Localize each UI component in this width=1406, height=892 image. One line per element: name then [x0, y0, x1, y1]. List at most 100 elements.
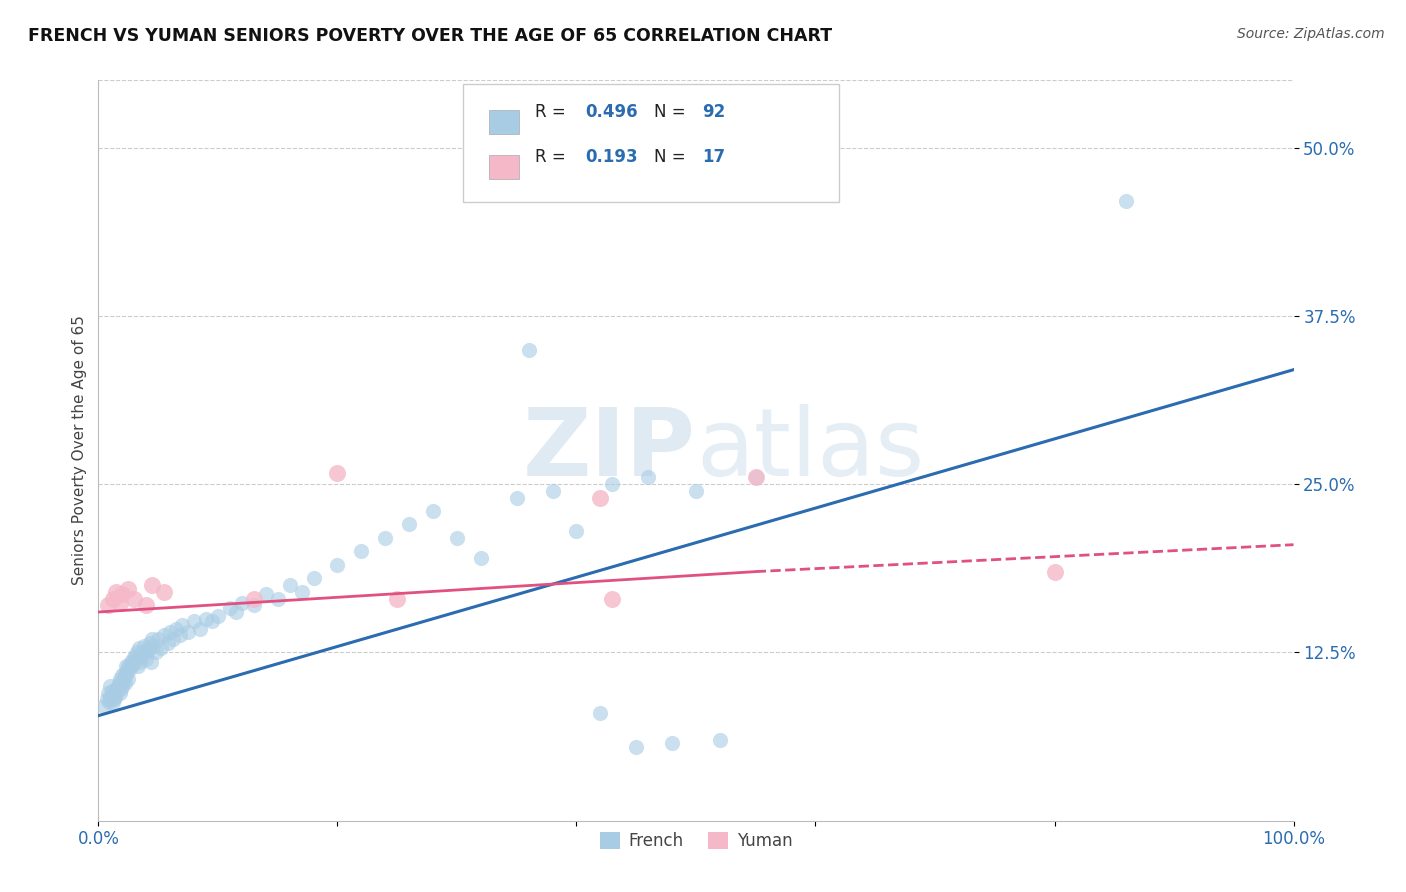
Point — [169, 628, 191, 642]
Point — [124, 655, 146, 669]
Point — [115, 663, 138, 677]
Point — [156, 636, 179, 650]
Point — [159, 625, 181, 640]
Point — [110, 681, 132, 696]
Point — [517, 343, 540, 357]
Point — [1043, 565, 1066, 579]
Point — [446, 531, 468, 545]
Point — [602, 477, 624, 491]
Point — [111, 679, 134, 693]
Point — [243, 599, 266, 613]
Point — [565, 524, 588, 539]
Point — [93, 699, 115, 714]
Point — [103, 692, 125, 706]
Text: 0.496: 0.496 — [585, 103, 637, 121]
Text: atlas: atlas — [696, 404, 924, 497]
Point — [124, 649, 146, 664]
Point — [120, 655, 142, 669]
Point — [111, 668, 134, 682]
Point — [1115, 194, 1137, 209]
Point — [118, 663, 141, 677]
Y-axis label: Seniors Poverty Over the Age of 65: Seniors Poverty Over the Age of 65 — [72, 316, 87, 585]
Point — [117, 582, 139, 596]
Point — [709, 732, 731, 747]
Point — [141, 632, 163, 646]
Point — [129, 655, 152, 669]
Point — [219, 601, 242, 615]
Text: 17: 17 — [702, 147, 725, 166]
Point — [148, 632, 170, 646]
Point — [602, 591, 624, 606]
Point — [96, 692, 118, 706]
Point — [111, 587, 134, 601]
Point — [661, 735, 683, 749]
Point — [541, 483, 564, 498]
Point — [141, 578, 163, 592]
FancyBboxPatch shape — [463, 84, 839, 202]
FancyBboxPatch shape — [489, 154, 519, 178]
Point — [326, 467, 349, 481]
Point — [195, 612, 218, 626]
Point — [145, 645, 167, 659]
Point — [114, 665, 136, 680]
Point — [108, 673, 131, 687]
Point — [105, 687, 128, 701]
Point — [291, 584, 314, 599]
Point — [104, 690, 127, 704]
Point — [589, 491, 612, 505]
Text: 0.193: 0.193 — [585, 147, 637, 166]
Point — [124, 591, 146, 606]
Point — [201, 615, 224, 629]
Point — [685, 483, 707, 498]
Point — [637, 470, 659, 484]
Point — [125, 645, 148, 659]
Point — [626, 739, 648, 754]
Point — [97, 686, 120, 700]
Point — [127, 658, 149, 673]
Point — [131, 649, 153, 664]
Point — [107, 679, 129, 693]
Point — [470, 551, 492, 566]
Point — [114, 676, 136, 690]
Point — [108, 596, 131, 610]
Text: N =: N = — [654, 147, 690, 166]
Point — [115, 668, 138, 682]
Point — [117, 658, 139, 673]
Point — [153, 628, 176, 642]
Point — [121, 658, 143, 673]
Point — [101, 695, 124, 709]
Point — [112, 673, 135, 687]
Point — [98, 690, 122, 704]
Point — [101, 591, 124, 606]
FancyBboxPatch shape — [489, 111, 519, 135]
Text: Source: ZipAtlas.com: Source: ZipAtlas.com — [1237, 27, 1385, 41]
Point — [117, 673, 139, 687]
Point — [139, 636, 162, 650]
Point — [153, 584, 176, 599]
Point — [254, 587, 277, 601]
Point — [108, 686, 131, 700]
Point — [385, 591, 409, 606]
Text: FRENCH VS YUMAN SENIORS POVERTY OVER THE AGE OF 65 CORRELATION CHART: FRENCH VS YUMAN SENIORS POVERTY OVER THE… — [28, 27, 832, 45]
Point — [98, 679, 122, 693]
Point — [135, 652, 157, 666]
Point — [243, 591, 266, 606]
Point — [374, 531, 396, 545]
Point — [422, 504, 444, 518]
Point — [188, 623, 211, 637]
Point — [326, 558, 349, 572]
Point — [745, 470, 768, 484]
Point — [107, 676, 129, 690]
Text: 92: 92 — [702, 103, 725, 121]
Point — [172, 618, 194, 632]
Point — [350, 544, 373, 558]
Point — [589, 706, 612, 720]
Point — [128, 641, 150, 656]
Point — [132, 639, 155, 653]
Point — [105, 584, 128, 599]
Text: N =: N = — [654, 103, 690, 121]
Point — [183, 615, 205, 629]
Text: R =: R = — [534, 147, 571, 166]
Point — [142, 639, 165, 653]
Point — [267, 591, 290, 606]
